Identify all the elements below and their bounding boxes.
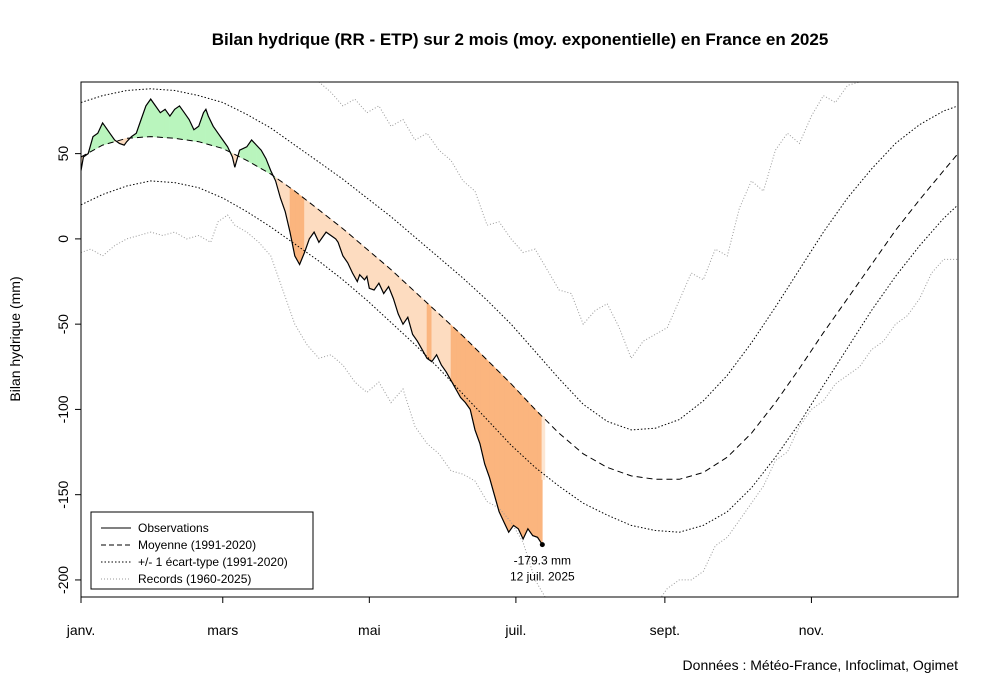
x-tick-label: nov. <box>799 622 824 638</box>
x-tick-label: janv. <box>66 622 96 638</box>
sd-upper-line <box>81 88 958 431</box>
sd-lower-line <box>81 180 958 533</box>
chart-title: Bilan hydrique (RR - ETP) sur 2 mois (mo… <box>211 30 829 49</box>
mean-line <box>81 136 958 480</box>
anomaly-fill-segment <box>517 390 524 540</box>
anomaly-fill-segment <box>203 108 207 145</box>
legend-label: Moyenne (1991-2020) <box>138 538 256 552</box>
anomaly-fill-segment <box>532 406 538 538</box>
x-axis: janv. mars mai juil. sept. nov. <box>66 597 824 638</box>
anomaly-fill-segment <box>198 112 204 144</box>
last-value-annotation: -179.3 mm 12 juil. 2025 <box>510 542 575 584</box>
anomaly-fill-segment <box>455 328 461 399</box>
anomaly-fill-segment <box>397 275 404 325</box>
anomaly-fill-segment <box>174 105 180 140</box>
anomaly-fill-segment <box>450 324 457 391</box>
series-lines <box>81 82 958 597</box>
x-tick-label: mars <box>207 622 238 638</box>
anomaly-fill-segment <box>294 190 300 266</box>
anomaly-fill-segment <box>160 108 166 138</box>
anomaly-fill-segment <box>188 119 195 142</box>
fill-areas <box>81 98 546 546</box>
anomaly-fill-segment <box>431 306 437 363</box>
anomaly-fill-segment <box>474 347 481 444</box>
y-tick-label: -150 <box>55 480 71 508</box>
y-tick-label: -100 <box>55 395 71 423</box>
forecast-band <box>541 416 546 480</box>
anomaly-fill-segment <box>383 262 389 295</box>
anomaly-fill-segment <box>280 180 286 212</box>
plot-frame <box>80 81 959 598</box>
anomaly-fill-segment <box>508 380 514 534</box>
anomaly-fill-segment <box>311 203 315 237</box>
anomaly-fill-segment <box>503 375 510 533</box>
anomaly-fill-segment <box>140 105 147 138</box>
x-tick-label: juil. <box>504 622 526 638</box>
y-tick-label: 0 <box>55 235 71 243</box>
anomaly-fill-segment <box>426 302 433 363</box>
y-axis: 50 0 -50 -100 -150 -200 <box>55 146 81 594</box>
legend-label: Observations <box>138 521 209 535</box>
data-credit: Données : Météo-France, Infoclimat, Ogim… <box>682 657 958 673</box>
anomaly-fill-segment <box>308 201 313 240</box>
anomaly-fill-segment <box>469 342 476 430</box>
anomaly-fill-segment <box>493 366 500 512</box>
anomaly-fill-segment <box>217 132 224 149</box>
legend: Observations Moyenne (1991-2020) +/- 1 éca… <box>90 511 314 590</box>
anomaly-fill-segment <box>445 319 452 382</box>
anomaly-fill-segment <box>460 333 466 404</box>
anomaly-fill-segment <box>364 246 368 281</box>
x-tick-label: sept. <box>650 622 680 638</box>
anomaly-fill-segment <box>498 371 505 523</box>
x-tick-label: mai <box>358 622 381 638</box>
anomaly-fill-segment <box>155 104 161 138</box>
last-value-date: 12 juil. 2025 <box>510 570 575 584</box>
anomaly-fill-segment <box>522 395 529 540</box>
observations-line <box>81 98 543 545</box>
anomaly-fill-segment <box>368 250 375 291</box>
anomaly-fill-segment <box>412 288 418 343</box>
anomaly-fill-segment <box>421 297 428 360</box>
anomaly-fill-segment <box>489 361 495 495</box>
y-tick-label: -50 <box>55 314 71 334</box>
y-tick-label: 50 <box>55 146 71 162</box>
anomaly-fill-segment <box>537 411 543 546</box>
legend-label: +/- 1 écart-type (1991-2020) <box>138 555 288 569</box>
y-axis-label: Bilan hydrique (mm) <box>7 276 23 401</box>
anomaly-fill-segment <box>513 385 519 530</box>
anomaly-fill-segment <box>484 356 490 478</box>
anomaly-fill-segment <box>337 224 344 256</box>
anomaly-fill-segment <box>359 242 365 281</box>
legend-box <box>90 511 314 590</box>
anomaly-fill-segment <box>97 122 103 149</box>
last-value-label: -179.3 mm <box>514 554 571 568</box>
last-value-point <box>539 542 545 548</box>
anomaly-fill-segment <box>441 315 447 373</box>
record-max-line <box>318 82 862 360</box>
anomaly-fill-segment <box>284 183 291 233</box>
anomaly-fill-segment <box>527 400 534 537</box>
legend-label: Records (1960-2025) <box>138 572 251 586</box>
y-tick-label: -200 <box>55 566 71 594</box>
